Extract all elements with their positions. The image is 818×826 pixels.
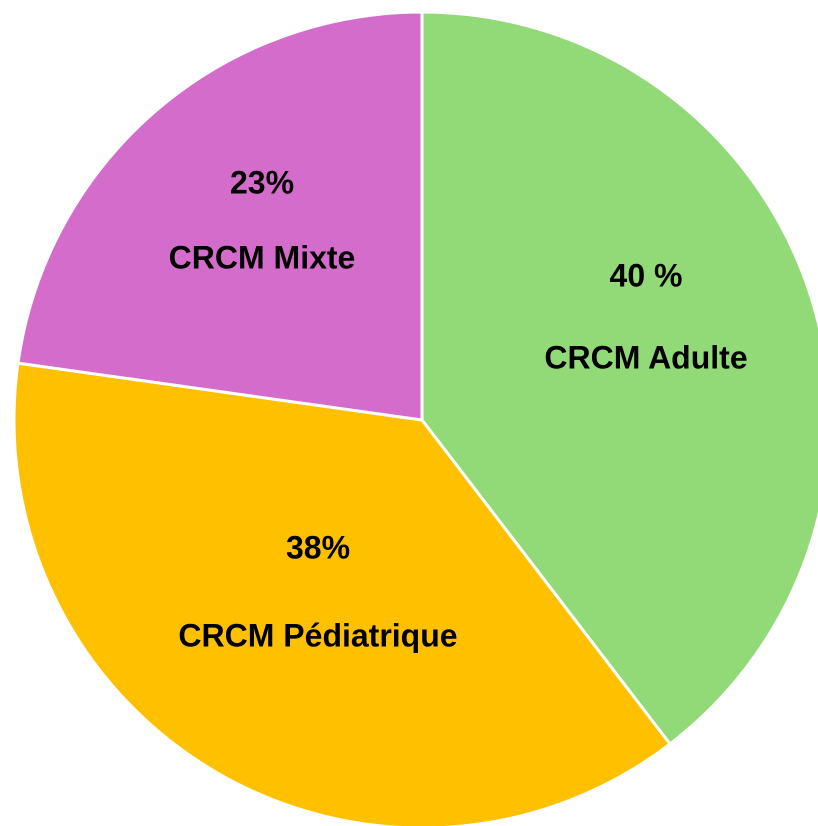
value-label: 40 % — [610, 257, 683, 293]
pie-slice — [420, 10, 818, 747]
pie-slice — [16, 10, 424, 422]
value-label: 23% — [230, 164, 294, 200]
category-label: CRCM Mixte — [169, 239, 356, 275]
value-label: 38% — [286, 529, 350, 565]
category-label: CRCM Pédiatrique — [178, 617, 457, 653]
pie-slice — [12, 361, 673, 826]
category-label: CRCM Adulte — [544, 339, 747, 375]
